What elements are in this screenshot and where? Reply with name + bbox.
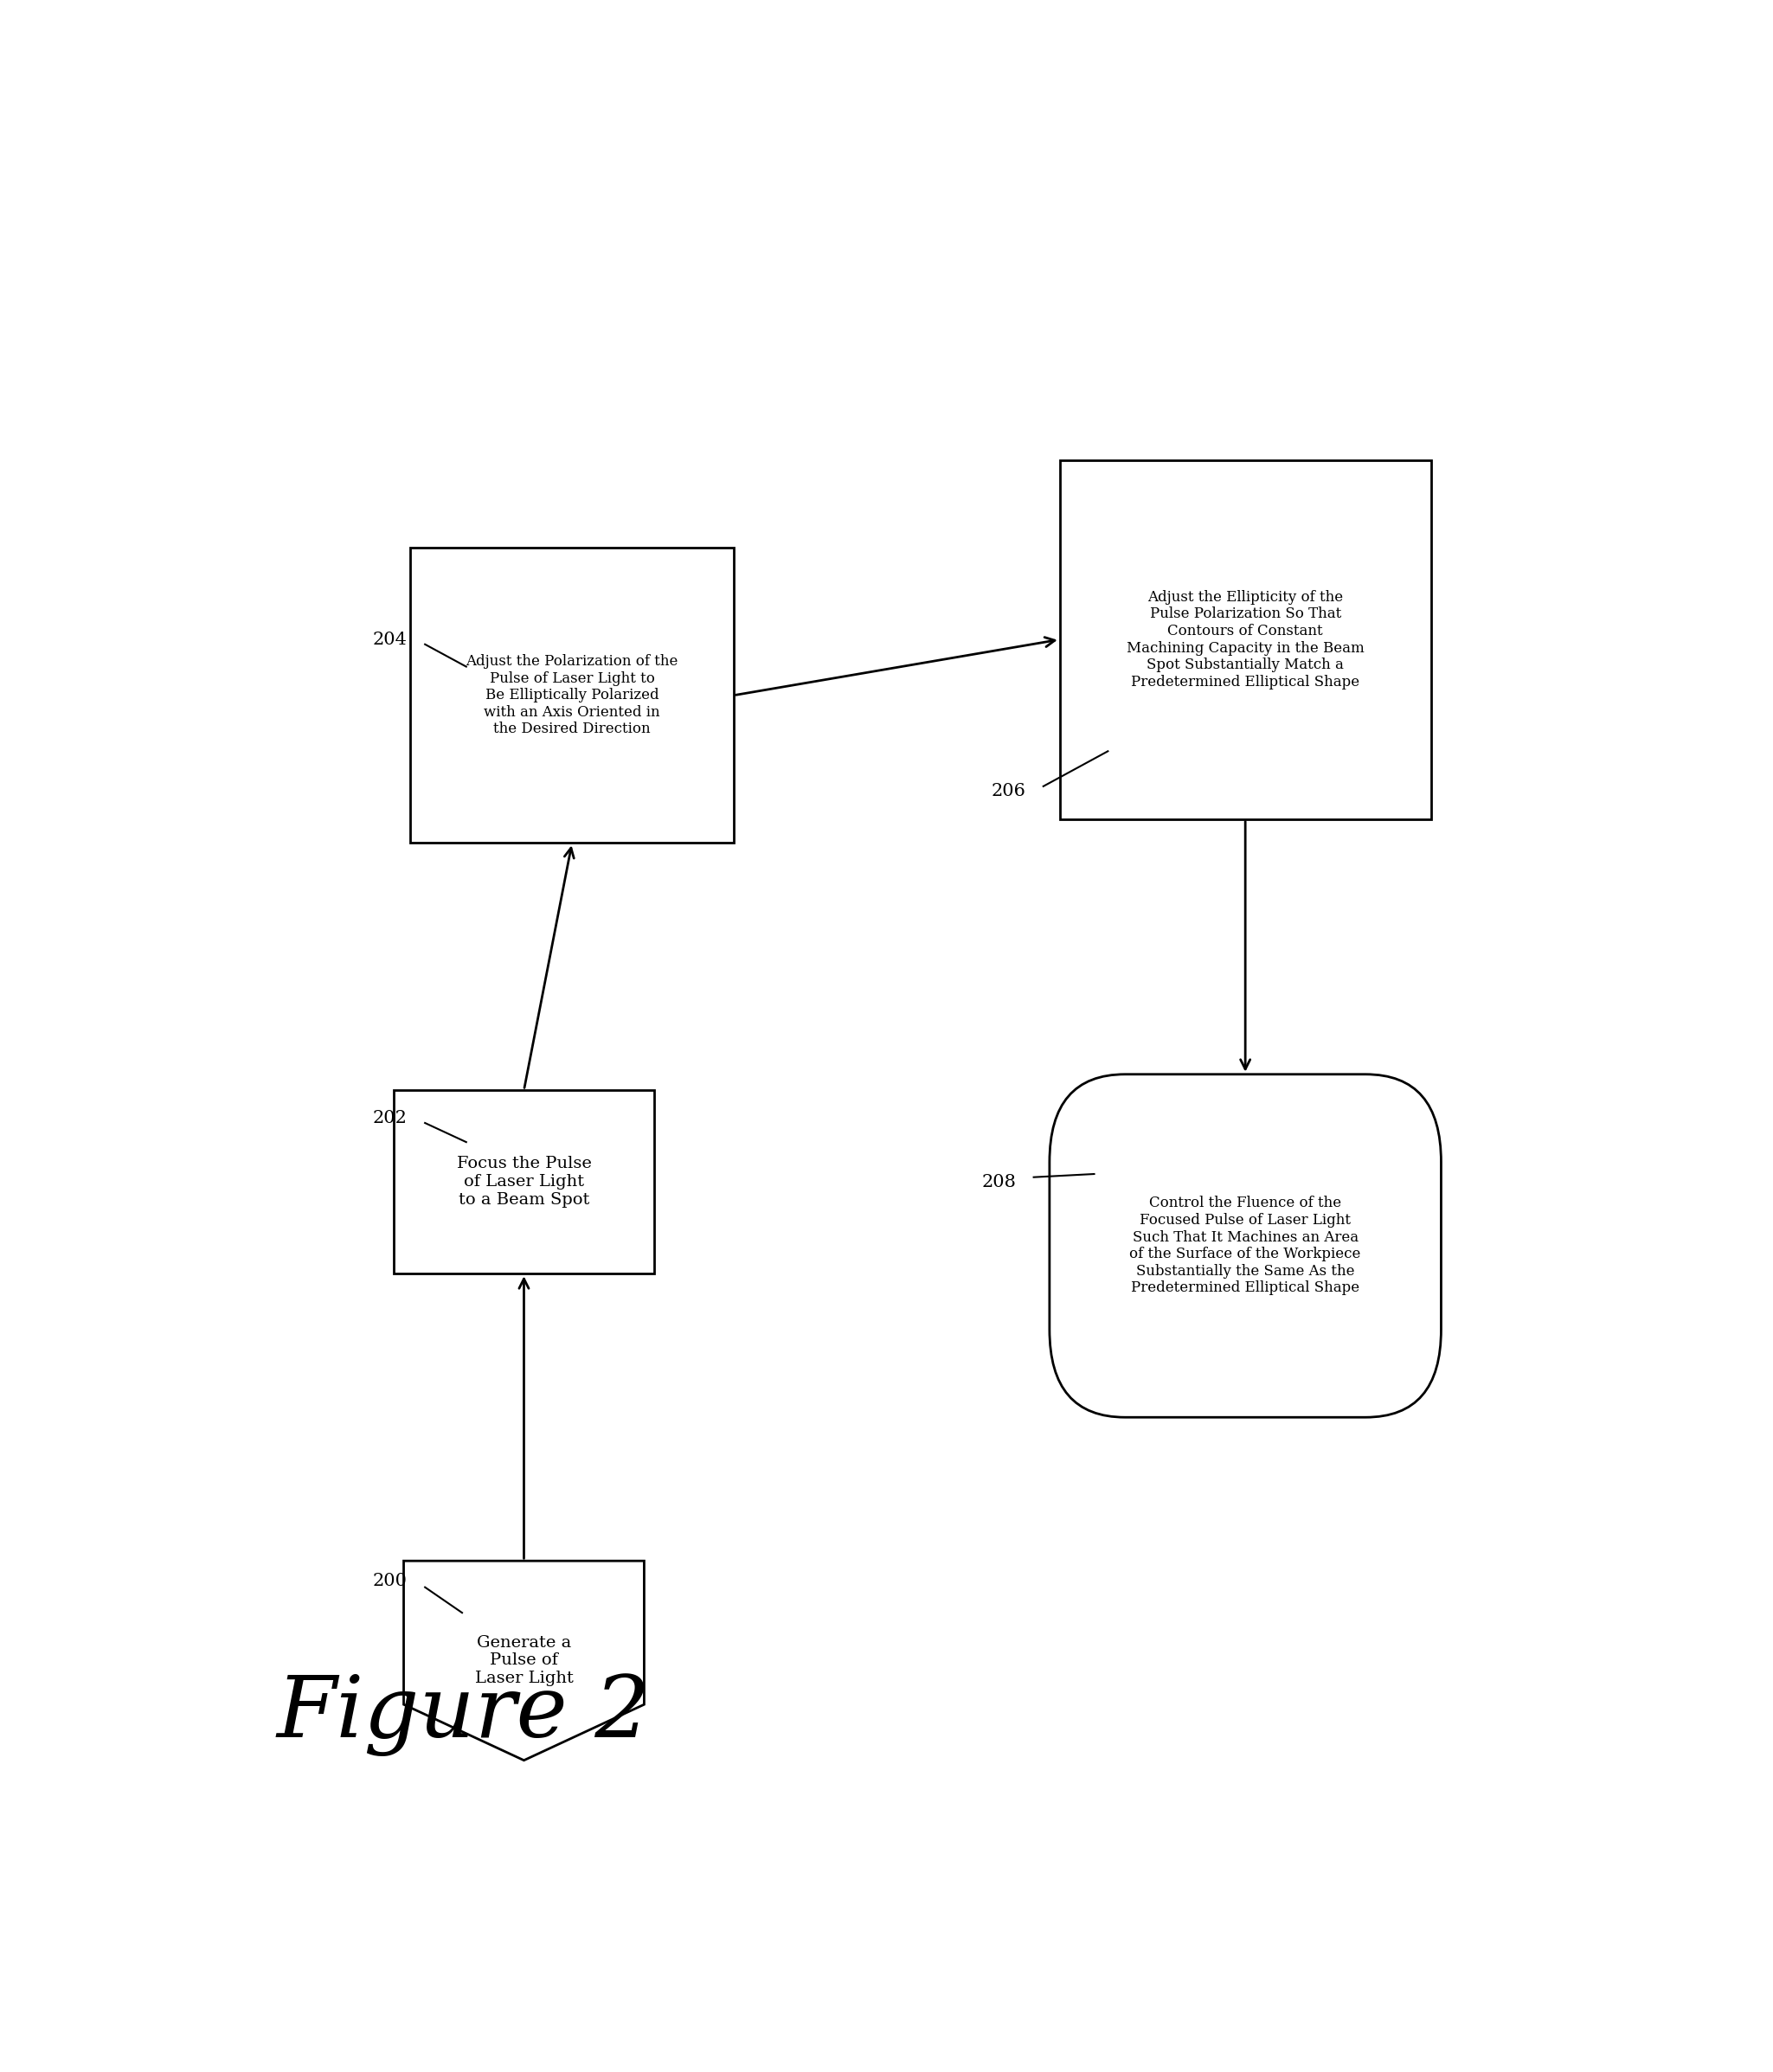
Text: 208: 208 (980, 1173, 1016, 1189)
FancyBboxPatch shape (411, 547, 734, 843)
Text: 204: 204 (372, 632, 408, 649)
Text: 200: 200 (372, 1573, 408, 1589)
FancyBboxPatch shape (1060, 460, 1431, 818)
Text: Adjust the Polarization of the
Pulse of Laser Light to
Be Elliptically Polarized: Adjust the Polarization of the Pulse of … (466, 655, 679, 738)
Text: Control the Fluence of the
Focused Pulse of Laser Light
Such That It Machines an: Control the Fluence of the Focused Pulse… (1129, 1196, 1362, 1295)
Text: Adjust the Ellipticity of the
Pulse Polarization So That
Contours of Constant
Ma: Adjust the Ellipticity of the Pulse Pola… (1126, 591, 1363, 690)
Text: 206: 206 (991, 783, 1025, 800)
FancyBboxPatch shape (394, 1090, 654, 1274)
Text: Generate a
Pulse of
Laser Light: Generate a Pulse of Laser Light (475, 1635, 573, 1687)
Text: Figure 2: Figure 2 (277, 1674, 651, 1757)
FancyBboxPatch shape (1050, 1073, 1441, 1417)
Text: 202: 202 (372, 1111, 408, 1127)
Polygon shape (404, 1560, 644, 1761)
Text: Focus the Pulse
of Laser Light
to a Beam Spot: Focus the Pulse of Laser Light to a Beam… (456, 1156, 592, 1208)
